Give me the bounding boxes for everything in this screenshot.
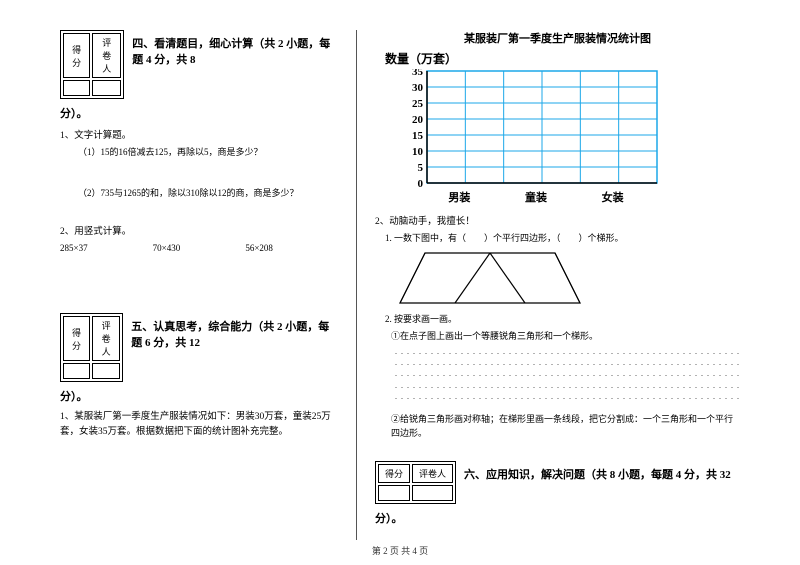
q5-1: 1、某服装厂第一季度生产服装情况如下：男装30万套，童装25万套，女装35万套。… bbox=[60, 410, 338, 440]
chart-ylabel: 数量（万套） bbox=[385, 50, 740, 67]
calc-row: 285×37 70×430 56×208 bbox=[60, 243, 338, 253]
chart-title: 某服装厂第一季度生产服装情况统计图 bbox=[375, 30, 740, 46]
xlabel-2: 童装 bbox=[498, 189, 575, 205]
score-box: 得分评卷人 bbox=[60, 30, 124, 99]
score-box: 得分评卷人 bbox=[375, 461, 456, 504]
svg-text:0: 0 bbox=[418, 178, 424, 189]
parallelogram-figure bbox=[395, 248, 585, 308]
q4-1a: （1）15的16倍减去125，再除以5，商是多少？ bbox=[78, 145, 338, 158]
section-6-title: 六、应用知识，解决问题（共 8 小题，每题 4 分，共 32 bbox=[464, 467, 731, 483]
section-4-header: 得分评卷人 四、看清题目，细心计算（共 2 小题，每题 4 分，共 8 bbox=[60, 30, 338, 99]
section-5-header: 得分评卷人 五、认真思考，综合能力（共 2 小题，每题 6 分，共 12 bbox=[60, 313, 338, 382]
q4-2: 2、用竖式计算。 bbox=[60, 223, 338, 237]
xlabel-3: 女装 bbox=[574, 189, 651, 205]
q-shapes-b: 2. 按要求画一画。 bbox=[385, 312, 740, 325]
chart-svg: 35 30 25 20 15 10 5 0 bbox=[397, 69, 677, 189]
score-label: 得分 bbox=[63, 33, 90, 78]
svg-text:20: 20 bbox=[412, 114, 424, 126]
dot-grid: . . . . . . . . . . . . . . . . . . . . … bbox=[395, 346, 740, 402]
section-4-title: 四、看清题目，细心计算（共 2 小题，每题 4 分，共 8 bbox=[132, 36, 338, 68]
q-shapes-b1: ①在点子图上画出一个等腰锐角三角形和一个梯形。 bbox=[391, 329, 740, 342]
q4-1: 1、文字计算题。 bbox=[60, 127, 338, 141]
section-4-points: 分）。 bbox=[60, 105, 338, 121]
section-5-title: 五、认真思考，综合能力（共 2 小题，每题 6 分，共 12 bbox=[131, 319, 338, 351]
svg-text:30: 30 bbox=[412, 82, 424, 94]
right-column: 某服装厂第一季度生产服装情况统计图 数量（万套） 35 30 25 20 15 10 5 0 … bbox=[357, 30, 750, 540]
xlabel-1: 男装 bbox=[421, 189, 498, 205]
q-shapes: 2、动脑动手，我擅长！ bbox=[375, 213, 740, 227]
chart-xlabels: 男装 童装 女装 bbox=[421, 189, 651, 205]
page-footer: 第 2 页 共 4 页 bbox=[0, 544, 800, 557]
calc-1: 285×37 bbox=[60, 243, 153, 253]
svg-text:35: 35 bbox=[412, 69, 424, 78]
q-shapes-b2: ②给锐角三角形画对称轴；在梯形里画一条线段，把它分割成：一个三角形和一个平行四边… bbox=[391, 412, 740, 441]
section-5-points: 分）。 bbox=[60, 388, 338, 404]
score-box: 得分评卷人 bbox=[60, 313, 123, 382]
chart-area: 数量（万套） 35 30 25 20 15 10 5 0 男装 童装 女装 bbox=[385, 50, 740, 205]
svg-text:10: 10 bbox=[412, 146, 424, 158]
grader-label: 评卷人 bbox=[92, 33, 121, 78]
left-column: 得分评卷人 四、看清题目，细心计算（共 2 小题，每题 4 分，共 8 分）。 … bbox=[50, 30, 357, 540]
q-shapes-a: 1. 一数下图中，有（ ）个平行四边形，（ ）个梯形。 bbox=[385, 231, 740, 244]
calc-2: 70×430 bbox=[153, 243, 246, 253]
calc-3: 56×208 bbox=[245, 243, 338, 253]
svg-text:15: 15 bbox=[412, 130, 424, 142]
svg-text:25: 25 bbox=[412, 98, 424, 110]
svg-text:5: 5 bbox=[418, 162, 424, 174]
section-6-points: 分）。 bbox=[375, 510, 740, 526]
section-6-header: 得分评卷人 六、应用知识，解决问题（共 8 小题，每题 4 分，共 32 bbox=[375, 461, 740, 504]
q4-1b: （2）735与1265的和，除以310除以12的商，商是多少？ bbox=[78, 186, 338, 199]
